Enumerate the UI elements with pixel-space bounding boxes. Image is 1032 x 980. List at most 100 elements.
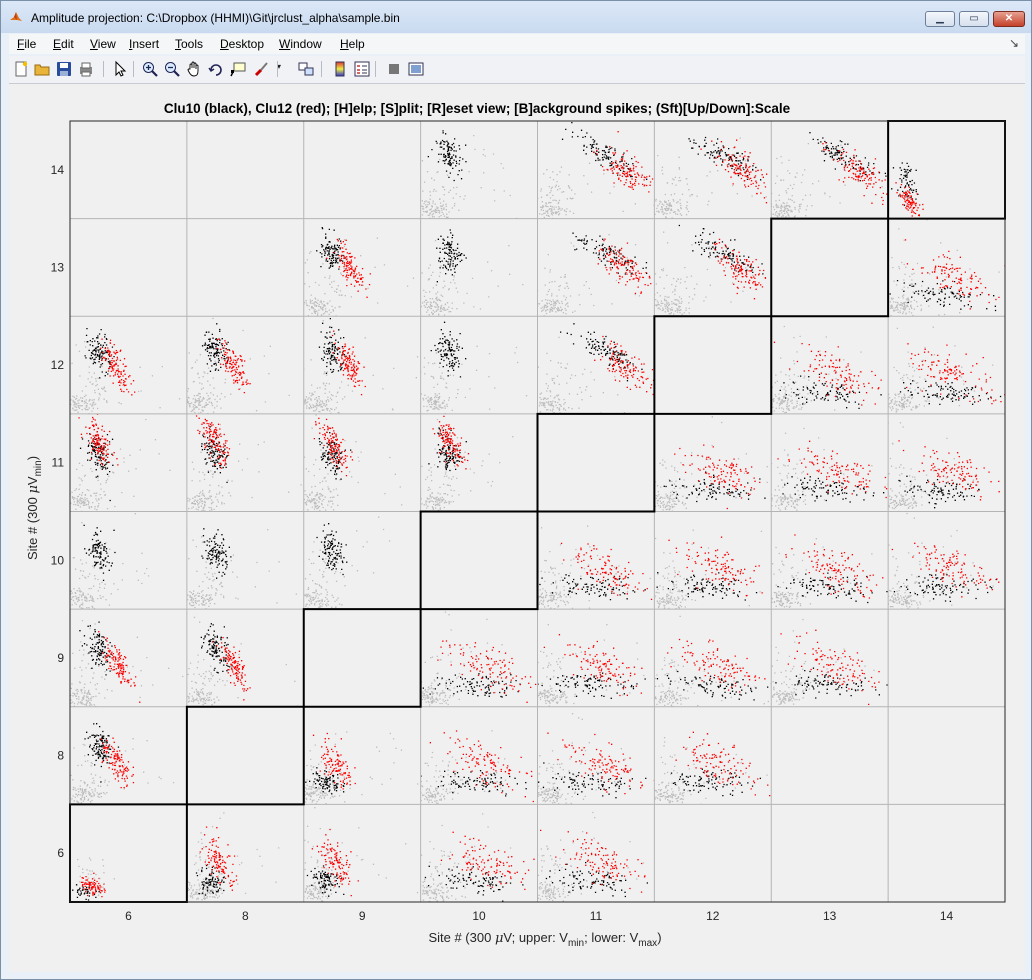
hide-plot-tools-icon <box>389 64 399 74</box>
menu-help[interactable]: Help <box>340 37 365 51</box>
y-tick-label: 13 <box>51 260 65 274</box>
rotate-button[interactable] <box>207 60 225 78</box>
x-tick-label: 9 <box>359 909 366 923</box>
save-icon <box>57 62 71 76</box>
toolbar-separator <box>103 61 104 77</box>
scatter-cell <box>771 534 888 609</box>
dock-arrow-icon[interactable]: ↘ <box>1008 36 1019 50</box>
menu-file[interactable]: File <box>17 37 37 51</box>
scatter-cell <box>654 224 767 315</box>
pointer-icon <box>115 60 127 77</box>
maximize-icon: ▭ <box>969 13 979 24</box>
menu-bar: ↘ File Edit View Insert Tools Desktop Window He… <box>9 34 1025 54</box>
maximize-button[interactable]: ▭ <box>959 11 989 27</box>
pan-icon <box>187 61 199 77</box>
x-tick-label: 11 <box>590 909 603 923</box>
close-button[interactable]: ✕ <box>993 11 1025 27</box>
scatter-cell <box>420 229 524 317</box>
print-button[interactable] <box>77 60 95 78</box>
menu-window[interactable]: Window <box>279 37 322 51</box>
scatter-cell <box>303 317 419 414</box>
zoom-out-icon <box>165 62 180 77</box>
scatter-cell <box>420 415 514 512</box>
scatter-cell <box>537 624 646 707</box>
toolbar-separator <box>375 61 376 77</box>
minimize-button[interactable]: ▁ <box>925 11 955 27</box>
scatter-cell <box>537 232 652 317</box>
toolbar-separator <box>277 61 278 77</box>
toolbar-separator <box>133 61 134 77</box>
scatter-cell <box>888 422 1000 512</box>
scatter-cell <box>771 427 889 512</box>
legend-button[interactable] <box>353 60 371 78</box>
print-icon <box>80 62 92 77</box>
scatter-cell <box>537 811 648 902</box>
link-plot-icon <box>298 62 314 76</box>
matlab-logo-icon <box>10 12 22 21</box>
data-cursor-icon <box>230 62 246 77</box>
show-plot-tools-icon <box>408 62 424 76</box>
scatter-cell <box>537 323 655 414</box>
y-tick-label: 8 <box>57 749 64 763</box>
scatter-cell <box>72 857 115 901</box>
y-tick-label: 14 <box>51 163 65 177</box>
x-tick-label: 13 <box>823 909 837 923</box>
brush-button[interactable] <box>253 60 271 78</box>
menu-edit[interactable]: Edit <box>53 37 74 51</box>
scatter-cell <box>771 618 888 706</box>
data-cursor-button[interactable] <box>229 60 247 78</box>
figure-toolbar: ▾ <box>9 56 1025 84</box>
menu-tools[interactable]: Tools <box>175 37 204 51</box>
y-tick-label: 9 <box>57 651 64 665</box>
x-tick-label: 6 <box>125 909 132 923</box>
scatter-cell <box>70 723 175 805</box>
axes-box <box>69 120 1006 903</box>
scatter-cell <box>186 317 290 414</box>
show-plot-tools-button[interactable] <box>407 60 425 78</box>
scatter-cell <box>420 730 538 805</box>
toolbar-separator <box>321 61 322 77</box>
y-tick-labels: 14 13 12 11 10 9 8 6 <box>51 163 65 860</box>
x-tick-labels: 6 8 9 10 11 12 13 14 <box>125 909 953 923</box>
pointer-button[interactable] <box>111 60 129 78</box>
y-tick-label: 11 <box>52 456 65 470</box>
zoom-in-button[interactable] <box>141 60 159 78</box>
plot-title: Clu10 (black), Clu12 (red); [H]elp; [S]p… <box>164 101 791 116</box>
scatter-cell <box>186 528 297 610</box>
new-figure-button[interactable] <box>12 60 30 78</box>
scatter-cell <box>654 529 763 610</box>
scatter-cell <box>303 731 419 805</box>
scatter-cell <box>303 807 419 902</box>
x-tick-label: 14 <box>940 909 954 923</box>
scatter-cell <box>70 413 171 512</box>
title-bar[interactable]: Amplitude projection: C:\Dropbox (HHMI)\… <box>1 1 1031 33</box>
colorbar-button[interactable] <box>331 60 349 78</box>
figure-canvas: Clu10 (black), Clu12 (red); [H]elp; [S]p… <box>9 84 1025 972</box>
save-button[interactable] <box>55 60 73 78</box>
hide-plot-tools-button[interactable] <box>385 60 403 78</box>
menu-insert[interactable]: Insert <box>129 37 160 51</box>
scatter-cell <box>888 218 1005 317</box>
menu-view[interactable]: View <box>90 37 116 51</box>
scatter-cell <box>420 611 538 706</box>
brush-dropdown-icon[interactable]: ▾ <box>277 62 282 71</box>
minimize-icon: ▁ <box>936 13 944 24</box>
zoom-out-button[interactable] <box>163 60 181 78</box>
scatter-cell <box>888 512 1000 610</box>
amplitude-projection-plot[interactable]: Clu10 (black), Clu12 (red); [H]elp; [S]p… <box>9 84 1025 972</box>
colorbar-icon <box>335 61 345 77</box>
close-icon: ✕ <box>1004 13 1014 24</box>
link-plot-button[interactable] <box>297 60 315 78</box>
menu-desktop[interactable]: Desktop <box>220 37 265 51</box>
pan-button[interactable] <box>185 60 203 78</box>
y-tick-label: 12 <box>51 358 65 372</box>
scatter-cell <box>654 136 768 219</box>
open-file-button[interactable] <box>33 60 51 78</box>
brush-icon <box>254 62 268 77</box>
scatter-cell <box>303 516 391 610</box>
zoom-in-icon <box>143 62 158 77</box>
scatter-cell <box>771 325 882 414</box>
scatter-cell <box>70 327 181 414</box>
scatter-cell <box>654 416 772 512</box>
